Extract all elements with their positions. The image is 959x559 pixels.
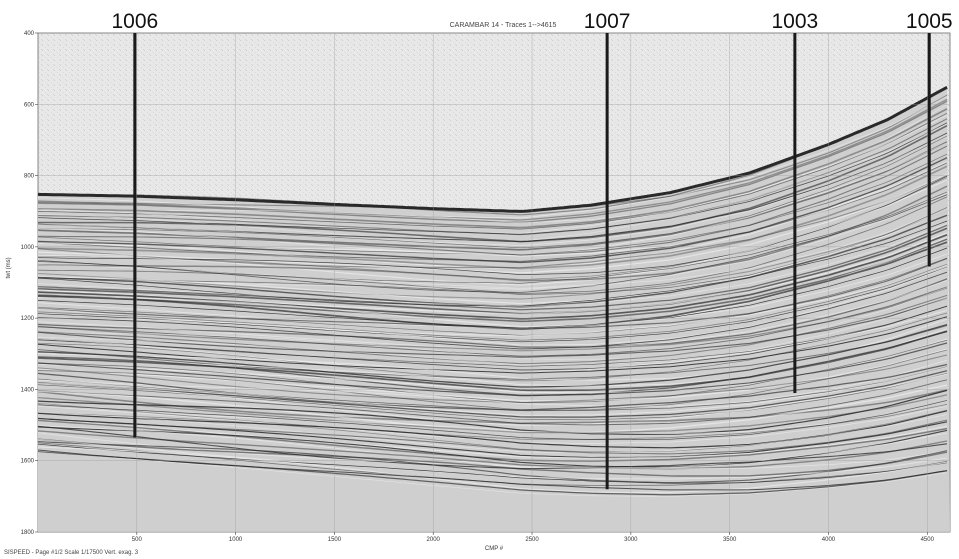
reflector-line (38, 389, 948, 435)
reflector-line (38, 426, 948, 468)
reflector-line (38, 418, 948, 459)
reflector-line (38, 384, 948, 434)
y-tick-label: 1800 (21, 530, 35, 536)
reflector-line (38, 373, 948, 426)
reflector-line (38, 419, 948, 459)
y-tick-label: 600 (24, 102, 35, 108)
reflector-line (38, 400, 948, 435)
reflector-line (38, 438, 948, 477)
reflector-line (38, 432, 948, 469)
reflector-line (38, 425, 948, 470)
y-tick-label: 400 (24, 31, 35, 37)
reflector-line (38, 440, 948, 484)
x-tick-label: 2000 (427, 537, 441, 543)
reflector-line (38, 451, 948, 496)
well-lines: 1006 1007 1003 1005 (111, 10, 953, 490)
reflector-line (38, 379, 948, 426)
axes: 500 1000 1500 2000 2500 3000 3500 4000 4500 400 60… (21, 31, 935, 543)
y-tick-label: 1000 (21, 245, 35, 251)
well-label-1006: 1006 (111, 10, 158, 33)
footer-note: SISPEED - Page #1/2 Scale 1/17500 Vert. … (4, 550, 139, 556)
reflector-line (38, 438, 948, 480)
reflector-line (38, 425, 948, 470)
reflector-line (38, 366, 948, 416)
y-tick-label: 1200 (21, 316, 35, 322)
reflector-line (38, 359, 948, 407)
x-tick-label: 3000 (624, 537, 638, 543)
x-tick-label: 4000 (822, 537, 836, 543)
x-axis-title: CMP # (485, 546, 504, 552)
y-tick-label: 800 (24, 174, 35, 180)
sediment-body (38, 86, 950, 532)
reflector-line (38, 446, 948, 493)
reflector-line (38, 394, 948, 434)
reflector-line (38, 400, 948, 440)
well-label-1007: 1007 (584, 10, 631, 33)
x-tick-label: 2500 (525, 537, 539, 543)
x-tick-label: 3500 (723, 537, 737, 543)
reflector-line (38, 452, 948, 497)
reflector-line (38, 419, 948, 462)
reflector-line (38, 411, 948, 454)
well-label-1005: 1005 (906, 10, 953, 33)
x-tick-label: 1500 (328, 537, 342, 543)
well-label-1003: 1003 (772, 10, 819, 33)
x-tick-label: 500 (132, 537, 143, 543)
reflector-line (38, 366, 948, 412)
reflector-line (38, 370, 948, 418)
y-tick-label: 1600 (21, 459, 35, 465)
x-tick-label: 4500 (921, 537, 935, 543)
y-axis-title: twt (ms) (6, 257, 12, 278)
x-tick-label: 1000 (229, 537, 243, 543)
reflector-line (38, 373, 948, 421)
reflector-line (38, 430, 948, 470)
chart-title: CARAMBAR 14 - Traces 1-->4615 (450, 22, 557, 29)
reflector-line (38, 402, 948, 440)
grid-lines (38, 33, 950, 532)
y-tick-label: 1400 (21, 387, 35, 393)
